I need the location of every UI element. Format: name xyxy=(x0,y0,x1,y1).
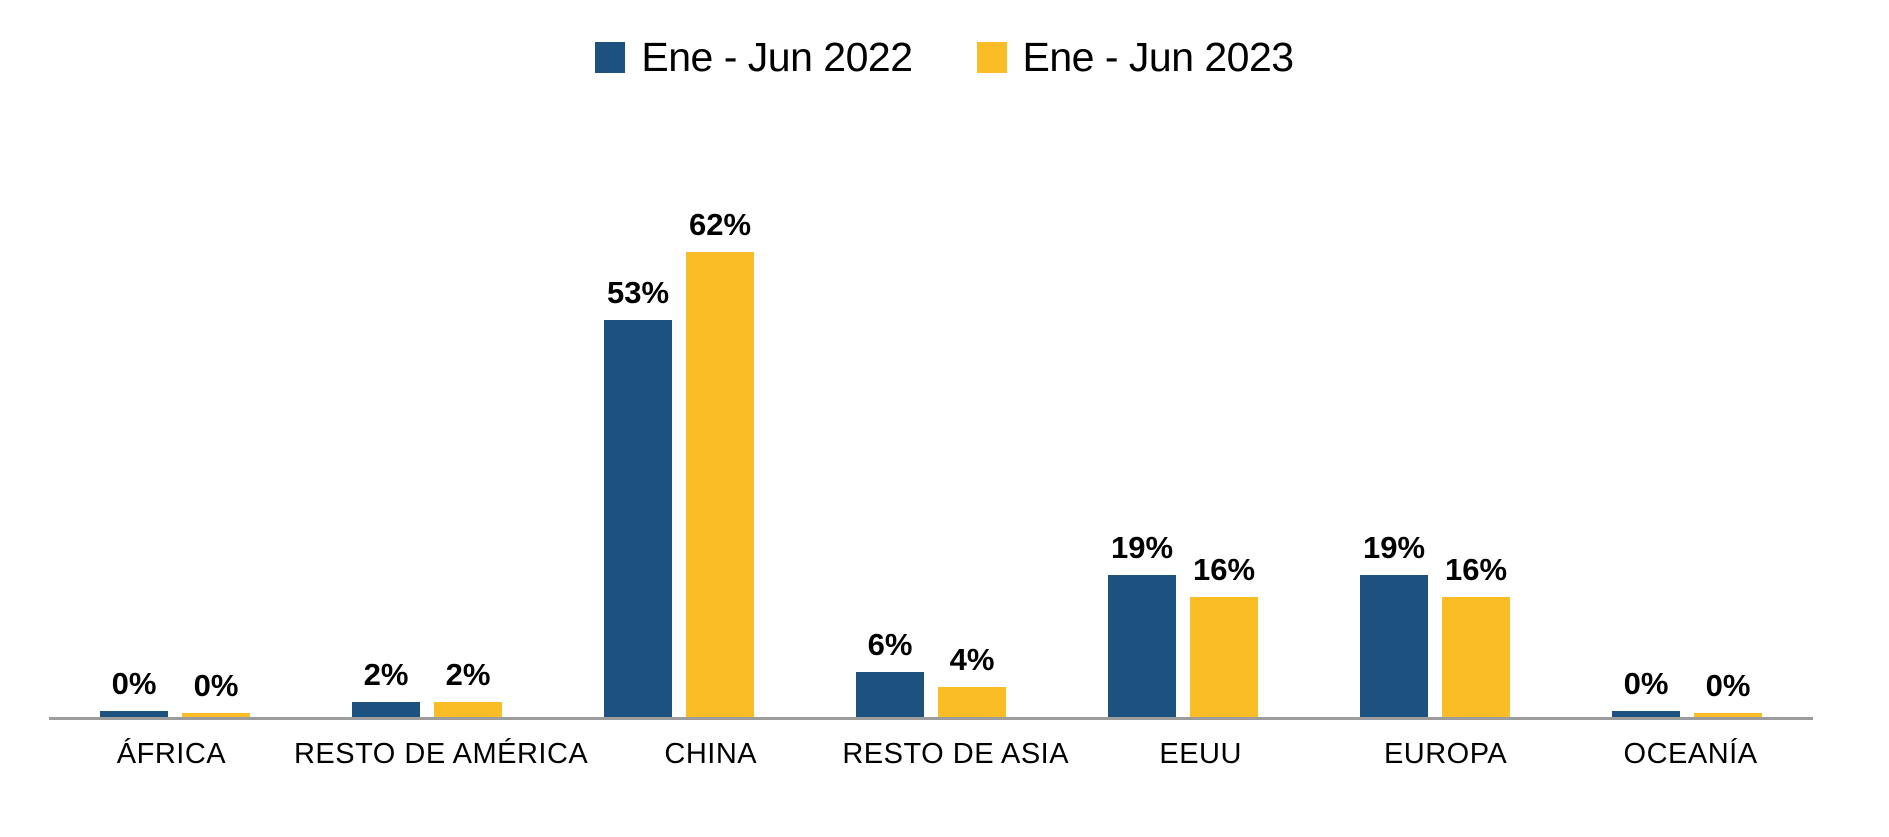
data-label: 0% xyxy=(193,668,239,703)
bar-series-2022: 6% xyxy=(856,627,924,717)
legend-swatch-2022 xyxy=(595,42,626,73)
bar-series-2023: 62% xyxy=(686,207,754,717)
legend-swatch-2023 xyxy=(976,42,1007,73)
bar-series-2022: 53% xyxy=(604,275,672,717)
data-label: 0% xyxy=(1705,668,1751,703)
bar-series-2022: 19% xyxy=(1108,530,1176,717)
bar-series-2022: 0% xyxy=(100,666,168,717)
data-label: 2% xyxy=(445,657,491,692)
bar xyxy=(100,711,168,717)
data-label: 16% xyxy=(1192,552,1256,587)
bar-series-2022: 0% xyxy=(1612,666,1680,717)
data-label: 62% xyxy=(688,207,752,242)
data-label: 53% xyxy=(606,274,670,310)
bar xyxy=(434,702,502,717)
data-label: 16% xyxy=(1444,552,1508,587)
bar-series-2023: 4% xyxy=(938,642,1006,717)
bar-series-2022: 2% xyxy=(352,657,420,717)
bar-groups: 0% 0% 2% 2% 53% 62% 6% 4% 19% 16% 19% 16% 0% 0% xyxy=(49,120,1813,717)
bar-group: 19% 16% xyxy=(1309,120,1561,717)
bar-group: 0% 0% xyxy=(1561,120,1813,717)
category-label: CHINA xyxy=(664,738,758,770)
data-label: 2% xyxy=(363,657,409,692)
bar-series-2023: 16% xyxy=(1442,552,1510,717)
bar-group: 6% 4% xyxy=(805,120,1057,717)
legend-label-2023: Ene - Jun 2023 xyxy=(1022,34,1295,80)
category-label: ÁFRICA xyxy=(116,738,227,770)
bar xyxy=(938,687,1006,717)
data-label: 0% xyxy=(111,666,157,701)
bar xyxy=(352,702,420,717)
bar xyxy=(604,319,672,717)
bar xyxy=(1612,711,1680,717)
bar-series-2023: 2% xyxy=(434,657,502,717)
x-axis-line xyxy=(49,717,1813,720)
data-label: 0% xyxy=(1623,666,1669,701)
bar-series-2023: 16% xyxy=(1190,552,1258,717)
bar xyxy=(1442,597,1510,717)
bar xyxy=(1108,574,1176,717)
bar xyxy=(686,252,754,717)
category-label: OCEANÍA xyxy=(1623,738,1758,770)
legend-item-2023: Ene - Jun 2023 xyxy=(976,34,1295,81)
data-label: 19% xyxy=(1362,529,1426,565)
bar-group: 2% 2% xyxy=(301,120,553,717)
category-axis-labels: ÁFRICA RESTO DE AMÉRICA CHINA RESTO DE ASIA… xyxy=(49,738,1813,771)
category-label: EUROPA xyxy=(1383,738,1508,770)
data-label: 19% xyxy=(1110,529,1174,565)
legend-item-2022: Ene - Jun 2022 xyxy=(595,34,913,81)
bar xyxy=(182,713,250,717)
legend-label-2022: Ene - Jun 2022 xyxy=(641,34,913,80)
bar xyxy=(1360,574,1428,717)
data-label: 4% xyxy=(949,642,995,677)
legend: Ene - Jun 2022 Ene - Jun 2023 xyxy=(0,34,1889,81)
bar-group: 53% 62% xyxy=(553,120,805,717)
bar-group: 0% 0% xyxy=(49,120,301,717)
plot-area: 0% 0% 2% 2% 53% 62% 6% 4% 19% 16% 19% 16% 0% 0% xyxy=(49,120,1813,720)
category-label: EEUU xyxy=(1159,738,1242,770)
bar-series-2023: 0% xyxy=(182,668,250,717)
bar xyxy=(1190,597,1258,717)
data-label: 6% xyxy=(867,627,913,662)
bar xyxy=(1694,713,1762,717)
category-label: RESTO DE AMÉRICA xyxy=(293,738,589,770)
bar-series-2022: 19% xyxy=(1360,530,1428,717)
bar-group: 19% 16% xyxy=(1057,120,1309,717)
category-label: RESTO DE ASIA xyxy=(842,738,1070,770)
bar xyxy=(856,672,924,717)
bar-series-2023: 0% xyxy=(1694,668,1762,717)
